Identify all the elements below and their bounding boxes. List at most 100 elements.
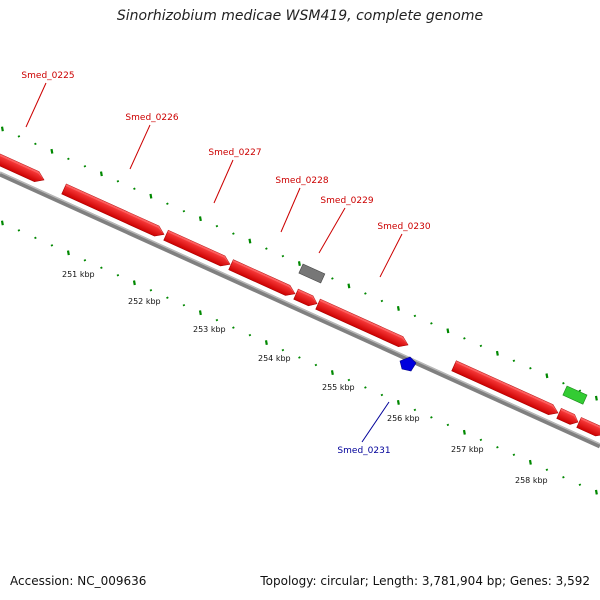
outer-ring-dot [149,193,153,199]
gene-arrow-right-3-shine [580,417,600,435]
callout-line-smed_0231 [361,401,390,443]
outer-ring-dot [347,283,351,289]
tick-label-257: 257 kbp [451,445,484,454]
gene-arrow-smed-0226 [61,183,165,237]
callout-line-smed_0227 [213,159,234,204]
gene-arrow-smed-0229-shape [293,288,318,307]
inner-ring-dot [34,236,37,240]
tick-label-255: 255 kbp [322,383,355,392]
outer-ring-dot [0,126,4,132]
inner-ring-dot [298,356,301,359]
inner-ring-dot [347,378,351,382]
gene-arrow-smed-0225-shine [0,152,44,180]
inner-ring-dot [364,386,367,389]
callout-line-smed_0228 [280,187,301,233]
outer-ring-dot [297,261,301,266]
gene-arrow-right-1 [451,360,559,415]
callout-line-smed_0226 [129,124,151,170]
tick-label-254: 254 kbp [258,354,291,363]
outer-ring-dot [578,389,582,392]
inner-dotted-ring [0,220,598,495]
inner-ring-dot [50,244,54,247]
inner-ring-dot [182,303,186,307]
gene-arrow-right-1-shape [451,360,559,415]
tick-label-252: 252 kbp [128,297,161,306]
inner-ring-dot [413,408,417,412]
outer-ring-dot [198,216,202,222]
genome-backbone-highlight [0,171,600,445]
inner-ring-dot [496,446,499,449]
outer-ring-dot [215,224,219,228]
callout-label-smed_0227: Smed_0227 [208,148,261,158]
inner-ring-dot [479,438,483,442]
gene-box-gray-shape [298,263,326,284]
outer-ring-dot [331,277,334,280]
outer-ring-dot [562,381,565,385]
tick-label-258: 258 kbp [515,476,548,485]
outer-ring-dot [396,305,400,311]
gene-arrow-smed-0227-shape [163,229,231,267]
gene-arrow-right-2-shape [556,408,579,425]
outer-ring-dot [166,202,169,205]
gene-box-green-shape [562,385,588,405]
callout-label-smed_0228: Smed_0228 [275,176,328,186]
outer-ring-dot [281,254,285,258]
accession-text: Accession: NC_009636 [10,574,147,588]
outer-ring-dot [463,337,466,340]
outer-ring-dot [99,171,103,177]
callout-label-smed_0225: Smed_0225 [21,71,74,81]
outer-ring-dot [512,359,516,363]
gene-arrow-smed-0228-shine [232,259,296,294]
callout-label-smed_0226: Smed_0226 [125,113,178,123]
gene-box-green [562,385,588,405]
tick-label-251: 251 kbp [62,270,95,279]
inner-ring-dot [380,393,384,397]
inner-ring-dot [446,423,450,427]
inner-ring-dot [198,310,202,316]
gene-arrow-right-2-shine [560,408,579,423]
gene-arrow-smed-0225 [0,152,45,182]
outer-ring-dot [133,187,136,190]
callout-label-smed_0230: Smed_0230 [377,222,430,232]
outer-ring-dot [34,142,37,146]
genome-backbone [0,171,600,449]
gene-arrow-right-1-shine [455,360,559,413]
outer-ring-dot [50,148,54,154]
outer-ring-dot [495,350,499,356]
inner-ring-dot [545,468,549,471]
inner-ring-dot [330,370,334,375]
inner-ring-dot [83,259,87,262]
outer-ring-dot [479,344,483,348]
inner-ring-dot [594,489,598,495]
inner-ring-dot [314,363,318,367]
inner-ring-dot [281,348,285,352]
inner-ring-dot [562,475,565,479]
gene-arrow-smed-0229-shine [297,289,317,304]
gene-arrow-smed-0227 [163,229,231,267]
callout-line-smed_0230 [379,233,403,278]
genome-summary-text: Topology: circular; Length: 3,781,904 bp… [260,574,590,588]
outer-ring-dot [430,322,433,325]
inner-ring-dot [248,333,252,337]
inner-ring-dot [512,453,516,457]
outer-dotted-ring [0,126,598,401]
gene-features [0,152,600,437]
gene-arrow-smed-0226-shine [65,184,165,235]
outer-ring-dot [413,314,417,318]
map-title: Sinorhizobium medicae WSM419, complete g… [116,8,484,24]
tick-labels: 251 kbp 252 kbp 253 kbp 254 kbp 255 kbp 256 k… [62,270,548,485]
inner-ring-dot [215,318,219,322]
inner-ring-dot [132,280,136,286]
callout-line-smed_0229 [318,207,346,254]
outer-ring-dot [116,180,120,183]
inner-ring-dot [116,274,120,277]
tick-label-256: 256 kbp [387,414,420,423]
callout-line-smed_0225 [25,82,47,128]
callout-label-smed_0231: Smed_0231 [337,446,390,456]
inner-ring-dot [149,288,153,292]
inner-ring-dot [462,429,466,435]
gene-box-gray [298,263,326,284]
gene-arrow-smed-0229 [293,288,318,307]
gene-arrow-smed-0228 [228,259,296,296]
